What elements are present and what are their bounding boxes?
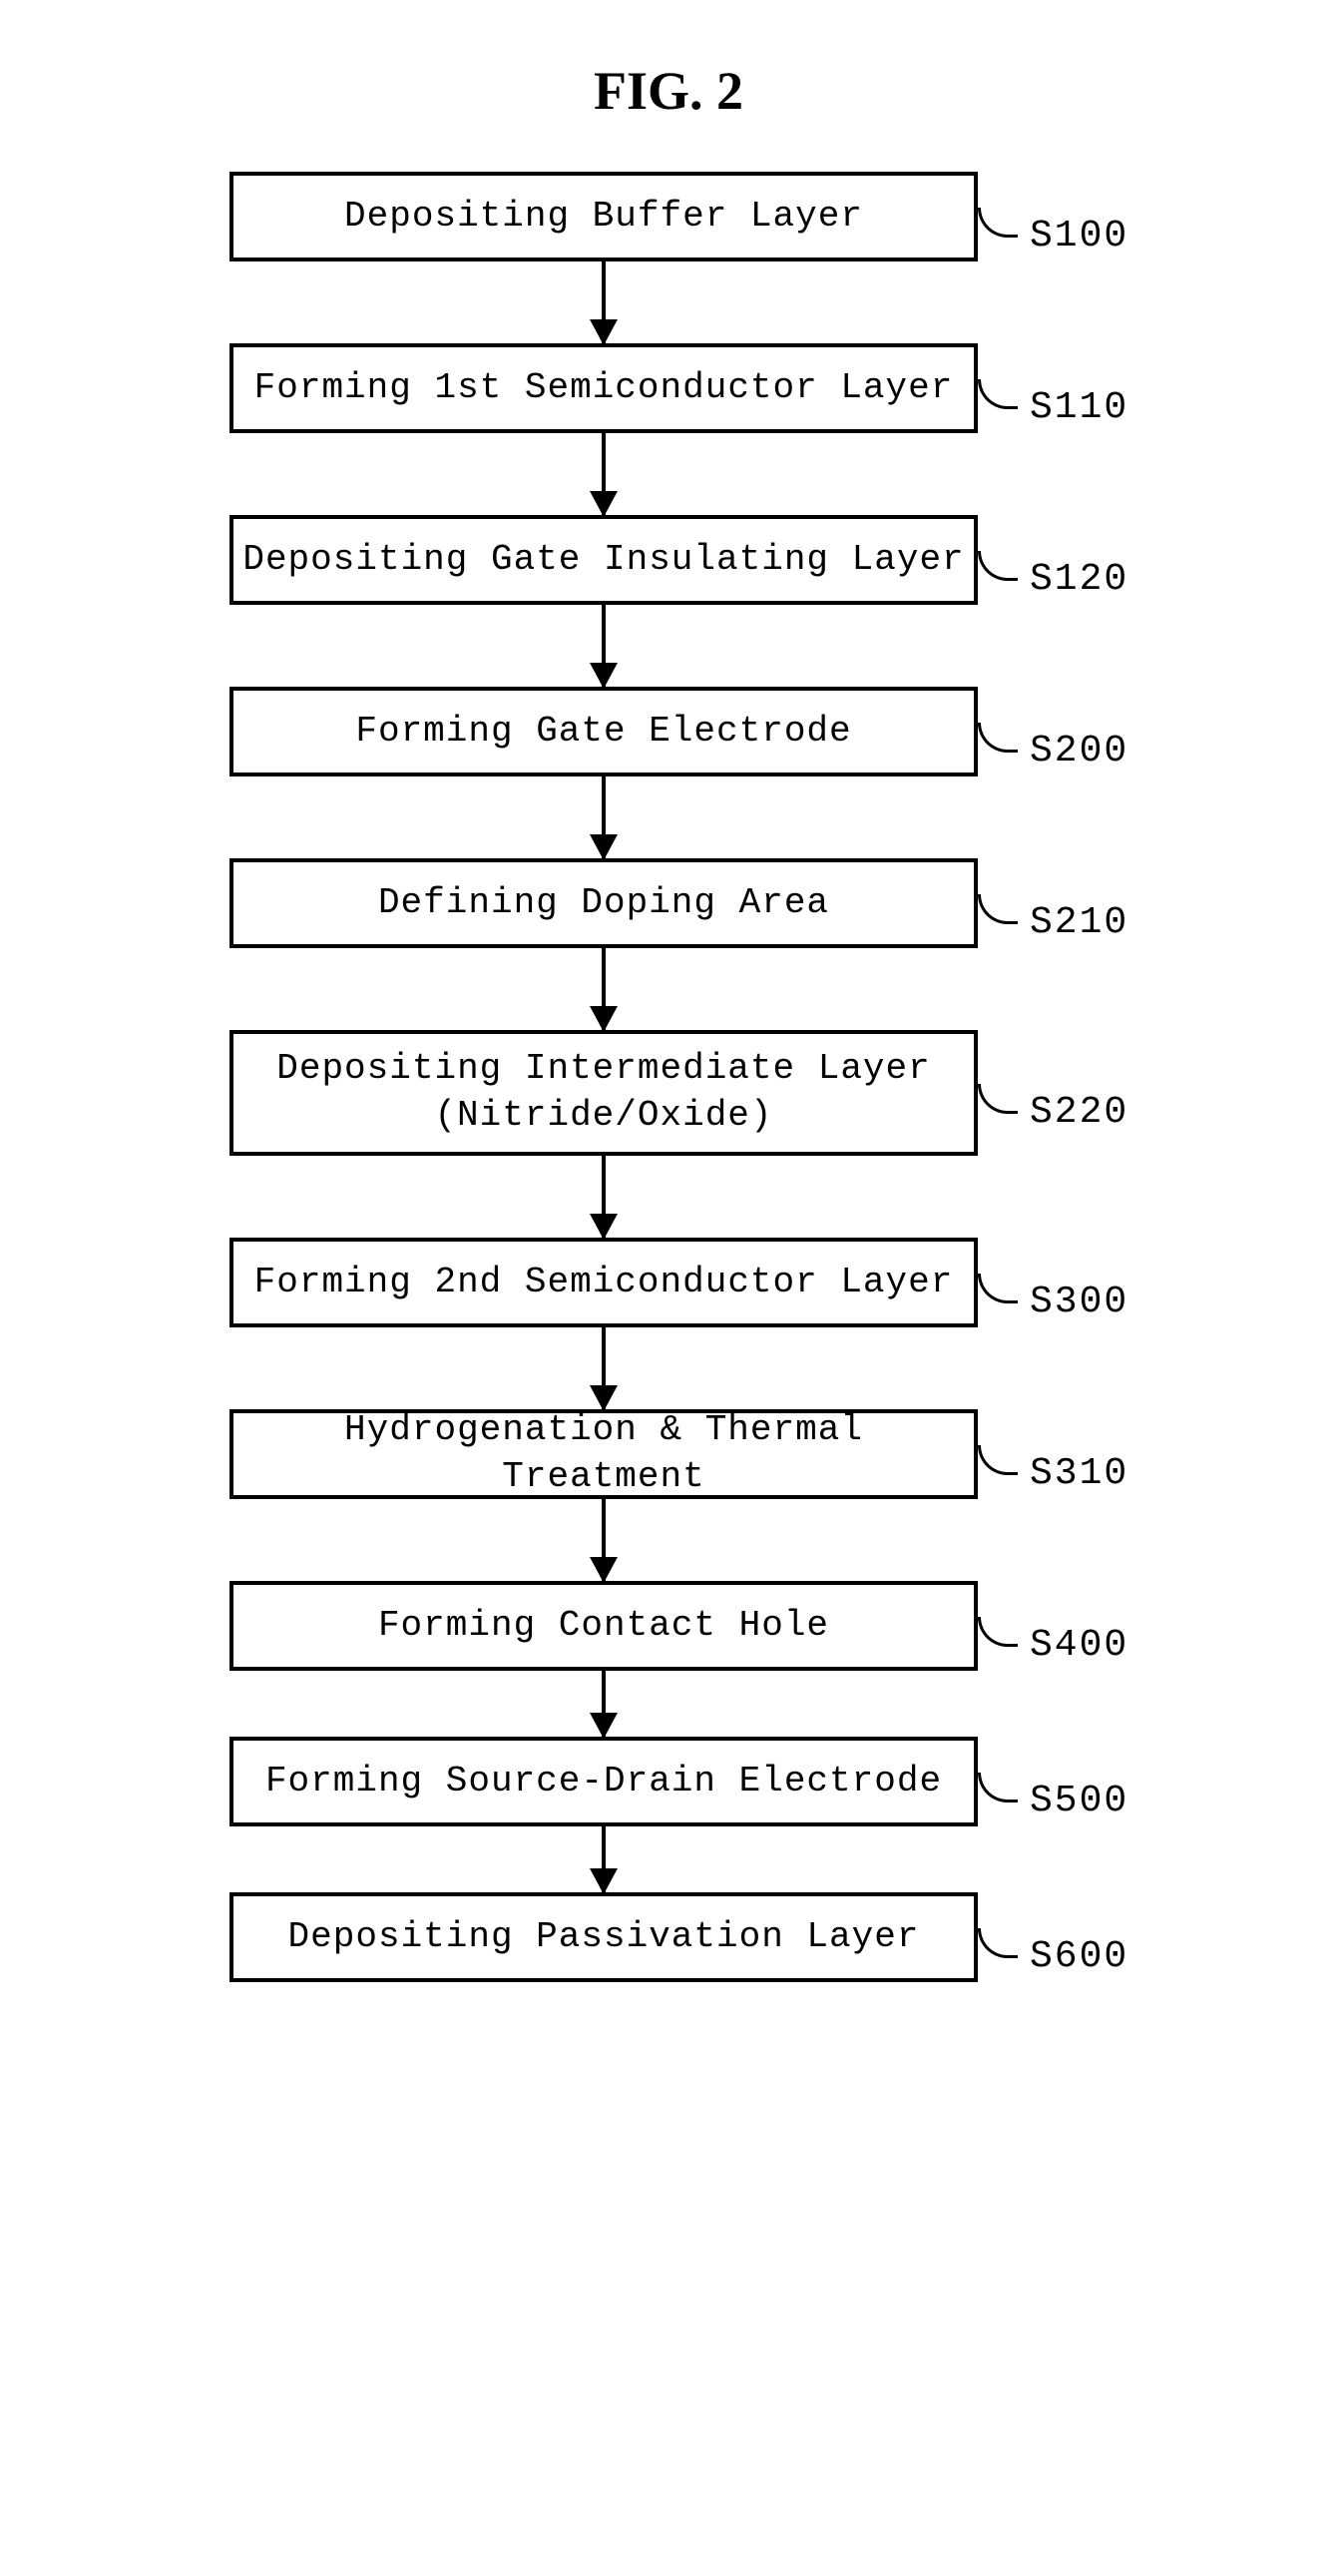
arrow-down-icon	[602, 433, 606, 515]
arrow-down-icon	[602, 261, 606, 343]
box-wrapper: Depositing Intermediate Layer(Nitride/Ox…	[229, 1030, 978, 1156]
step-label: S600	[1030, 1935, 1128, 1978]
box-wrapper: Forming Contact HoleS400	[229, 1581, 978, 1671]
step-row: Forming 1st Semiconductor Layer S110	[170, 343, 1167, 433]
arrow-down-icon	[602, 1156, 606, 1238]
label-connector: S100	[978, 215, 1128, 258]
step-label: S120	[1030, 558, 1128, 601]
arrow-wrapper	[229, 433, 978, 515]
label-connector: S210	[978, 901, 1128, 944]
label-connector: S310	[978, 1452, 1128, 1495]
arrow-down-icon	[602, 1826, 606, 1892]
step-row: Defining Doping Area S210	[170, 858, 1167, 948]
step-box: Defining Doping Area	[229, 858, 978, 948]
step-row: Depositing Gate Insulating Layer S120	[170, 515, 1167, 605]
step-box: Depositing Passivation Layer	[229, 1892, 978, 1982]
arrow-down-icon	[602, 948, 606, 1030]
arrow-wrapper	[229, 1499, 978, 1581]
box-wrapper: Forming Source-Drain ElectrodeS500	[229, 1737, 978, 1826]
step-label: S400	[1030, 1624, 1128, 1667]
arrow-wrapper	[229, 605, 978, 687]
flowchart: Depositing Buffer Layer S100 Forming 1st S…	[170, 172, 1167, 1982]
connector-curve	[978, 1928, 1018, 1958]
box-wrapper: Forming 1st Semiconductor LayerS110	[229, 343, 978, 433]
connector-curve	[978, 1617, 1018, 1647]
label-connector: S220	[978, 1091, 1128, 1134]
arrow-wrapper	[229, 1826, 978, 1892]
arrow-down-icon	[602, 1327, 606, 1409]
step-box: Forming Gate Electrode	[229, 687, 978, 776]
arrow-wrapper	[229, 776, 978, 858]
step-row: Depositing Buffer Layer S100	[170, 172, 1167, 261]
step-label: S220	[1030, 1091, 1128, 1134]
label-connector: S400	[978, 1624, 1128, 1667]
box-wrapper: Hydrogenation & Thermal TreatmentS310	[229, 1409, 978, 1499]
box-wrapper: Depositing Passivation LayerS600	[229, 1892, 978, 1982]
step-box: Forming Contact Hole	[229, 1581, 978, 1671]
box-wrapper: Depositing Gate Insulating LayerS120	[229, 515, 978, 605]
step-box: Forming Source-Drain Electrode	[229, 1737, 978, 1826]
step-label: S100	[1030, 215, 1128, 258]
step-row: Hydrogenation & Thermal Treatment S310	[170, 1409, 1167, 1499]
figure-title: FIG. 2	[594, 60, 743, 122]
step-row: Forming Source-Drain Electrode S500	[170, 1737, 1167, 1826]
step-row: Depositing Passivation Layer S600	[170, 1892, 1167, 1982]
step-box: Depositing Gate Insulating Layer	[229, 515, 978, 605]
step-row: Forming Contact Hole S400	[170, 1581, 1167, 1671]
connector-curve	[978, 1274, 1018, 1303]
step-row: Forming 2nd Semiconductor Layer S300	[170, 1238, 1167, 1327]
box-wrapper: Defining Doping AreaS210	[229, 858, 978, 948]
arrow-down-icon	[602, 1499, 606, 1581]
connector-curve	[978, 1773, 1018, 1803]
step-box: Forming 2nd Semiconductor Layer	[229, 1238, 978, 1327]
connector-curve	[978, 551, 1018, 581]
label-connector: S600	[978, 1935, 1128, 1978]
step-label: S200	[1030, 730, 1128, 773]
step-label: S500	[1030, 1780, 1128, 1822]
step-label: S210	[1030, 901, 1128, 944]
label-connector: S110	[978, 386, 1128, 429]
arrow-wrapper	[229, 1156, 978, 1238]
figure-container: FIG. 2 Depositing Buffer Layer S100 Formin…	[0, 60, 1337, 1982]
connector-curve	[978, 723, 1018, 753]
connector-curve	[978, 1445, 1018, 1475]
connector-curve	[978, 894, 1018, 924]
step-box: Forming 1st Semiconductor Layer	[229, 343, 978, 433]
arrow-down-icon	[602, 1671, 606, 1737]
arrow-down-icon	[602, 776, 606, 858]
step-box: Depositing Buffer Layer	[229, 172, 978, 261]
label-connector: S200	[978, 730, 1128, 773]
connector-curve	[978, 379, 1018, 409]
box-wrapper: Forming 2nd Semiconductor LayerS300	[229, 1238, 978, 1327]
step-label: S300	[1030, 1281, 1128, 1323]
step-row: Depositing Intermediate Layer(Nitride/Ox…	[170, 1030, 1167, 1156]
box-wrapper: Forming Gate ElectrodeS200	[229, 687, 978, 776]
connector-curve	[978, 1084, 1018, 1114]
arrow-down-icon	[602, 605, 606, 687]
step-box: Depositing Intermediate Layer(Nitride/Ox…	[229, 1030, 978, 1156]
arrow-wrapper	[229, 261, 978, 343]
label-connector: S300	[978, 1281, 1128, 1323]
step-label: S110	[1030, 386, 1128, 429]
arrow-wrapper	[229, 948, 978, 1030]
label-connector: S120	[978, 558, 1128, 601]
connector-curve	[978, 208, 1018, 238]
label-connector: S500	[978, 1780, 1128, 1822]
step-box: Hydrogenation & Thermal Treatment	[229, 1409, 978, 1499]
step-label: S310	[1030, 1452, 1128, 1495]
arrow-wrapper	[229, 1671, 978, 1737]
box-wrapper: Depositing Buffer LayerS100	[229, 172, 978, 261]
step-row: Forming Gate Electrode S200	[170, 687, 1167, 776]
arrow-wrapper	[229, 1327, 978, 1409]
